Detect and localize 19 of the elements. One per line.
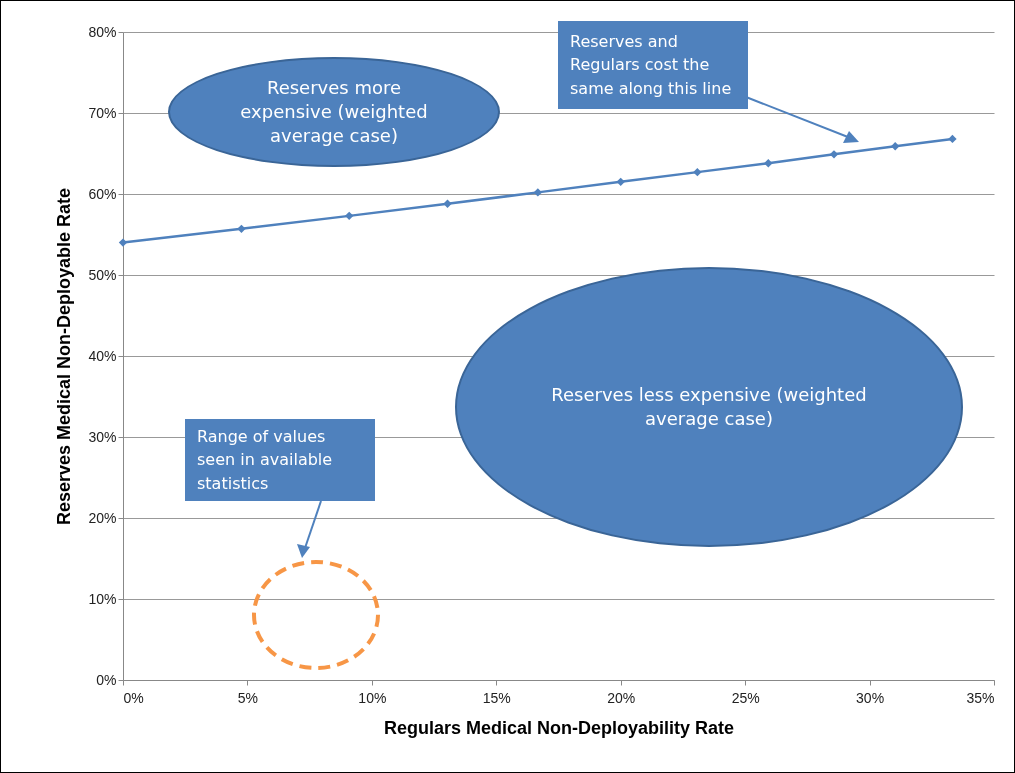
x-tick-label: 35% — [966, 689, 995, 706]
x-tick-label: 5% — [237, 689, 259, 706]
y-tick-label: 50% — [88, 266, 117, 283]
x-axis-title: Regulars Medical Non-Deployability Rate — [383, 717, 735, 738]
y-tick-label: 40% — [88, 347, 117, 364]
x-tick-label: 25% — [731, 689, 760, 706]
y-tick-label: 60% — [88, 185, 117, 202]
y-tick-label: 0% — [96, 671, 117, 688]
y-tick-label: 10% — [88, 590, 117, 607]
y-tick-label: 20% — [88, 509, 117, 526]
x-tick-label: 10% — [358, 689, 387, 706]
y-tick-label: 30% — [88, 428, 117, 445]
x-tick-label: 15% — [482, 689, 511, 706]
y-tick-label: 70% — [88, 104, 117, 121]
x-tick-label: 30% — [856, 689, 885, 706]
y-tick-label: 80% — [88, 23, 117, 40]
y-axis-title: Reserves Medical Non-Deployable Rate — [54, 187, 75, 526]
x-tick-label: 20% — [607, 689, 636, 706]
x-tick-label: 0% — [123, 689, 144, 706]
